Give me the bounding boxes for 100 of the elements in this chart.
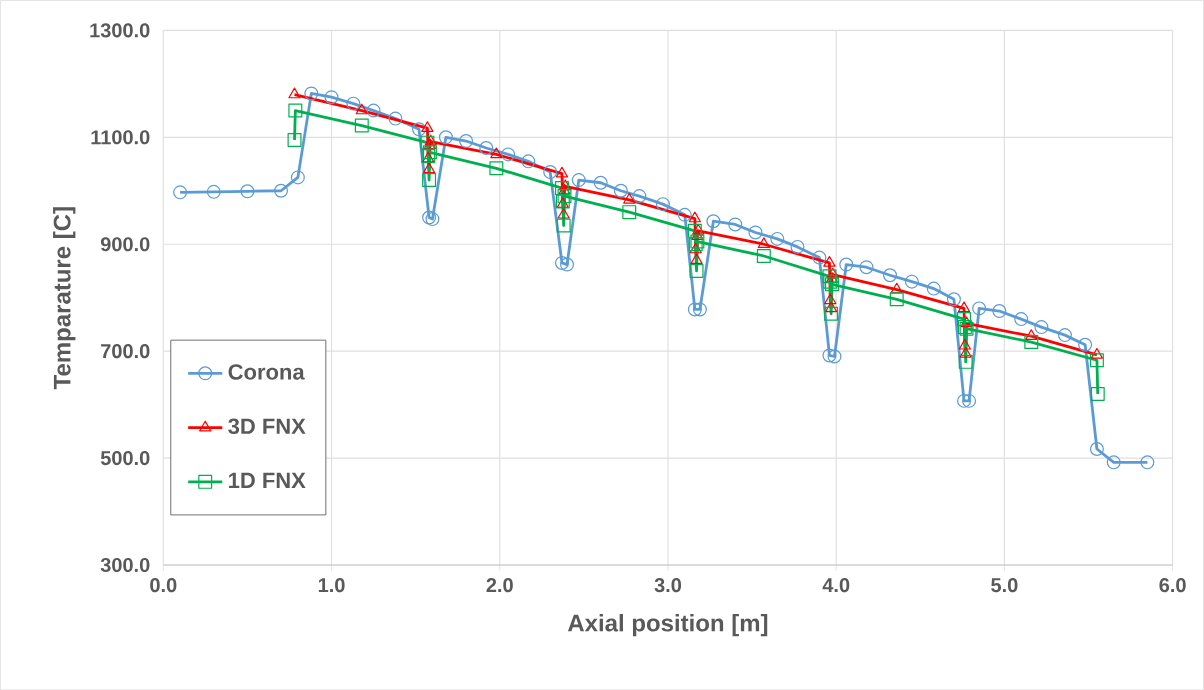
point <box>521 154 536 169</box>
y-tick-label: 300.0 <box>100 557 150 572</box>
point <box>1024 334 1039 349</box>
point <box>489 161 504 176</box>
point <box>632 188 647 203</box>
point <box>1140 455 1155 470</box>
point <box>274 183 289 198</box>
point <box>946 292 961 307</box>
point <box>677 207 692 222</box>
point <box>304 86 319 101</box>
point <box>1057 327 1072 342</box>
point <box>957 301 971 313</box>
point <box>728 217 743 232</box>
point <box>687 302 702 317</box>
point <box>355 103 368 115</box>
point <box>757 237 770 248</box>
point <box>288 103 303 118</box>
point <box>958 338 971 350</box>
x-tick-label: 4.0 <box>822 577 850 593</box>
point <box>354 118 369 133</box>
point <box>859 260 874 275</box>
point <box>287 132 302 147</box>
y-tick-label: 1300.0 <box>90 23 150 38</box>
point <box>1014 311 1029 326</box>
point <box>543 164 558 179</box>
point <box>689 263 704 278</box>
point <box>623 192 636 204</box>
point <box>613 183 628 198</box>
point <box>690 253 703 264</box>
point <box>490 147 503 159</box>
point <box>958 354 973 369</box>
point <box>206 184 221 199</box>
point <box>1106 455 1121 470</box>
point <box>240 184 255 199</box>
point <box>770 231 785 246</box>
point <box>288 87 301 99</box>
point <box>424 134 437 146</box>
point <box>692 302 707 317</box>
y-tick-label: 1100.0 <box>91 130 150 145</box>
point <box>688 211 702 223</box>
point <box>1089 353 1104 368</box>
point <box>790 239 805 254</box>
legend-label: Corona <box>228 364 305 380</box>
point <box>706 214 721 229</box>
x-tick-label: 6.0 <box>1159 577 1186 593</box>
point <box>554 255 569 270</box>
point <box>593 175 608 190</box>
point <box>412 122 426 137</box>
point <box>557 188 572 203</box>
point <box>479 140 494 155</box>
point <box>346 96 361 111</box>
point <box>822 348 837 363</box>
x-tick-label: 3.0 <box>654 577 682 593</box>
point <box>957 393 972 408</box>
point <box>824 301 838 313</box>
point <box>957 311 972 326</box>
point <box>962 393 977 408</box>
y-axis-title: Temparature [C] <box>53 207 76 389</box>
point <box>992 303 1007 318</box>
point <box>290 170 305 185</box>
point <box>756 248 771 263</box>
point <box>687 223 702 238</box>
point <box>890 282 903 294</box>
point <box>422 172 437 187</box>
point <box>1078 337 1093 352</box>
point <box>1090 347 1104 359</box>
point <box>883 268 898 283</box>
point <box>1090 386 1105 401</box>
x-tick-label: 1.0 <box>318 577 345 593</box>
point <box>824 293 837 305</box>
point <box>559 179 572 191</box>
point <box>501 147 516 162</box>
point <box>1025 329 1038 340</box>
point <box>422 162 436 174</box>
x-axis-title: Axial position [m] <box>567 613 768 637</box>
point <box>554 180 569 195</box>
point <box>959 346 972 358</box>
point <box>692 223 705 235</box>
point <box>622 205 637 219</box>
x-tick-label: 2.0 <box>486 577 513 593</box>
point <box>812 250 827 265</box>
point <box>557 207 570 219</box>
legend-label: 3D FNX <box>228 418 306 434</box>
point <box>388 111 403 126</box>
point <box>689 242 702 254</box>
y-tick-label: 500.0 <box>100 450 150 465</box>
point <box>748 225 763 240</box>
x-tick-label: 0.0 <box>150 577 177 593</box>
point <box>824 306 839 321</box>
point <box>324 90 339 105</box>
y-tick-label: 900.0 <box>100 237 150 252</box>
point <box>571 172 586 187</box>
point <box>560 257 575 272</box>
y-tick-label: 700.0 <box>101 343 150 359</box>
point <box>889 292 904 307</box>
point <box>1034 319 1049 334</box>
point <box>960 316 973 327</box>
point <box>691 229 704 240</box>
point <box>926 281 941 296</box>
point <box>904 274 919 289</box>
